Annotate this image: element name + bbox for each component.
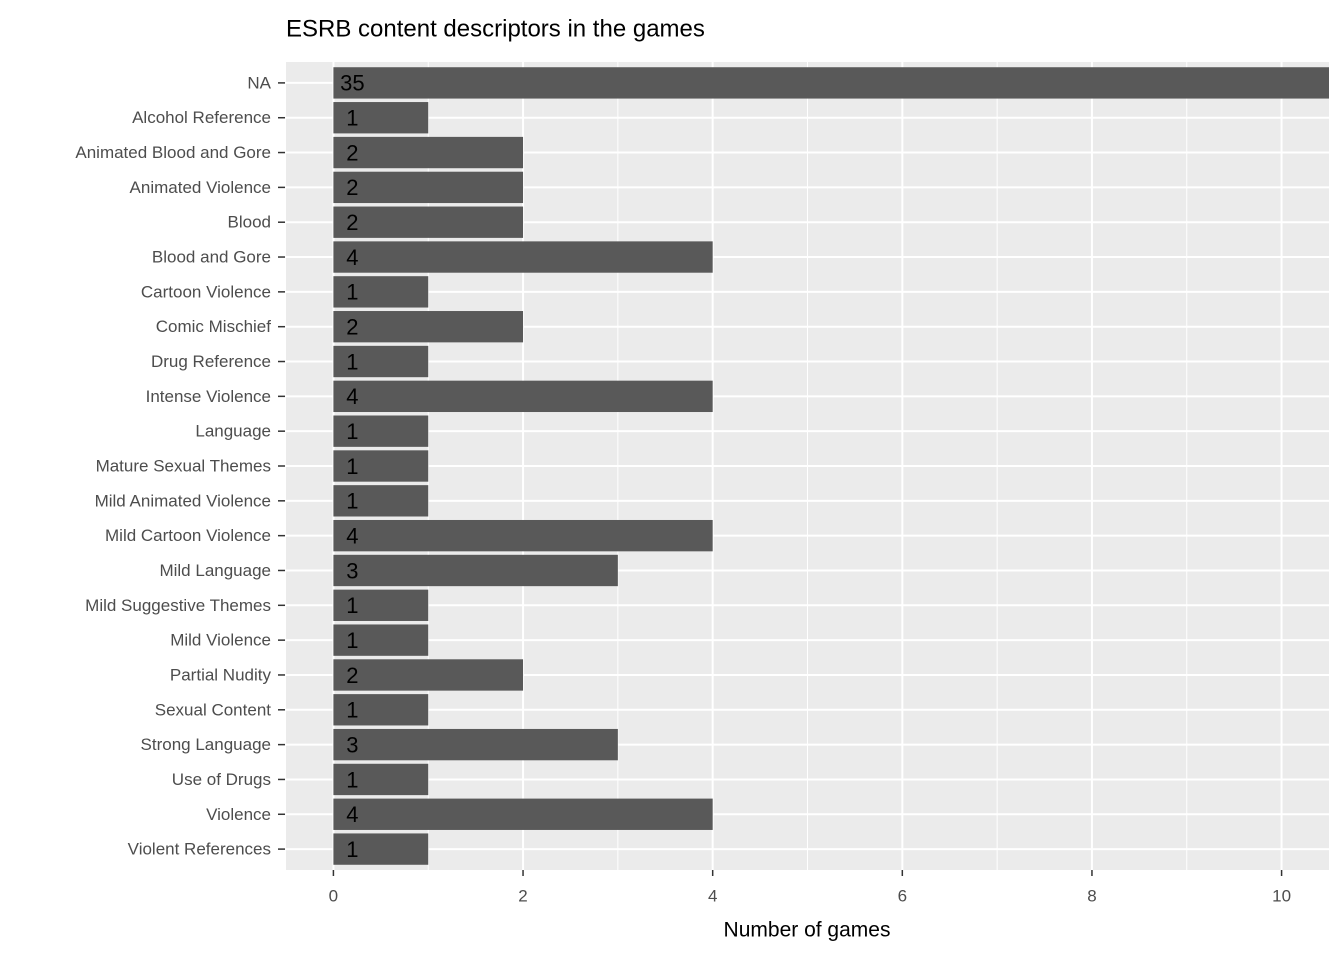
bar: [333, 589, 429, 621]
y-tick-label: Animated Violence: [130, 178, 271, 197]
data-label: 1: [346, 454, 358, 479]
data-label: 1: [346, 419, 358, 444]
data-label: 2: [346, 210, 358, 235]
data-label: 4: [346, 523, 358, 548]
y-tick-label: Sexual Content: [155, 700, 272, 719]
y-tick-label: Violent References: [128, 840, 271, 859]
bar: [333, 554, 618, 587]
y-tick-label: Mild Language: [159, 561, 271, 580]
data-label: 1: [346, 628, 358, 653]
data-label: 4: [346, 384, 358, 409]
bar: [333, 763, 429, 796]
x-tick-label: 2: [518, 886, 527, 905]
y-tick-label: Cartoon Violence: [141, 282, 271, 301]
y-tick-label: Violence: [206, 805, 271, 824]
bar: [333, 171, 524, 204]
x-tick-label: 4: [708, 886, 717, 905]
y-tick-label: Mild Cartoon Violence: [105, 526, 271, 545]
x-axis-title: Number of games: [724, 919, 891, 942]
bar: [333, 798, 713, 830]
data-label: 1: [346, 837, 358, 862]
bar: [333, 67, 1329, 99]
data-label: 2: [346, 175, 358, 200]
x-tick-label: 8: [1087, 886, 1096, 905]
data-label: 4: [346, 802, 358, 827]
data-label: 1: [346, 280, 358, 305]
data-label: 1: [346, 593, 358, 618]
y-tick-label: Mild Suggestive Themes: [85, 596, 271, 615]
bar: [333, 415, 429, 447]
y-tick-label: NA: [247, 73, 271, 92]
bars: [333, 67, 1329, 865]
bar: [333, 311, 524, 343]
bar: [333, 241, 713, 273]
data-label: 35: [340, 71, 364, 96]
bar: [333, 659, 524, 691]
data-label: 1: [346, 106, 358, 131]
data-label: 2: [346, 663, 358, 688]
y-tick-label: Mild Animated Violence: [95, 491, 271, 510]
bar: [333, 728, 618, 761]
y-tick-label: Alcohol Reference: [132, 108, 271, 127]
y-tick-label: Language: [195, 422, 271, 441]
data-label: 1: [346, 767, 358, 792]
bar: [333, 102, 429, 134]
bar: [333, 833, 429, 865]
bar: [333, 485, 429, 517]
y-tick-label: Drug Reference: [151, 352, 271, 371]
data-label: 3: [346, 732, 358, 757]
y-tick-label: Animated Blood and Gore: [75, 143, 271, 162]
y-tick-label: Mild Violence: [170, 631, 271, 650]
data-label: 2: [346, 140, 358, 165]
bar: [333, 276, 429, 308]
bar: [333, 206, 524, 238]
y-tick-label: Intense Violence: [146, 387, 271, 406]
bar: [333, 136, 524, 169]
labels: 0 2 4 6 8 10 NA 35 Alcohol Reference 1 Animated Bl…: [75, 71, 1291, 906]
data-label: 3: [346, 558, 358, 583]
x-tick-label: 10: [1272, 886, 1291, 905]
data-label: 1: [346, 349, 358, 374]
bar: [333, 345, 429, 378]
data-label: 1: [346, 698, 358, 723]
data-label: 1: [346, 489, 358, 514]
y-tick-label: Comic Mischief: [156, 317, 272, 336]
y-tick-label: Partial Nudity: [170, 665, 272, 684]
x-tick-label: 0: [329, 886, 338, 905]
y-tick-label: Blood and Gore: [152, 248, 271, 267]
data-label: 4: [346, 245, 358, 270]
bar: [333, 694, 429, 726]
y-tick-label: Strong Language: [141, 735, 271, 754]
x-tick-label: 6: [898, 886, 907, 905]
bar: [333, 450, 429, 482]
y-tick-label: Blood: [228, 213, 271, 232]
y-tick-label: Mature Sexual Themes: [96, 456, 271, 475]
chart-title: ESRB content descriptors in the games: [286, 15, 705, 42]
data-label: 2: [346, 315, 358, 340]
bar: [333, 624, 429, 656]
bar: [333, 519, 713, 552]
y-tick-label: Use of Drugs: [172, 770, 271, 789]
bar: [333, 380, 713, 413]
